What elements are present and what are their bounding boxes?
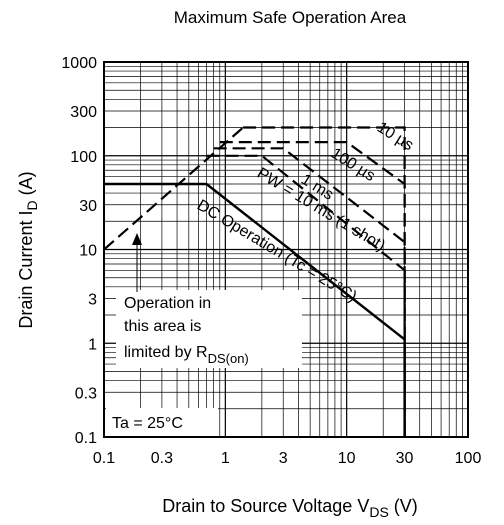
series-line-5: [103, 126, 244, 251]
rds-arrow-head: [132, 233, 142, 245]
y-tick-labels: 0.1 0.3 1 3 10 30 100 300 1000: [61, 55, 97, 447]
ta-label-bg: [106, 408, 218, 436]
chart-title: Maximum Safe Operation Area: [174, 8, 407, 27]
ta-label: Ta = 25°C: [112, 415, 183, 432]
x-axis-label-unit: (V): [389, 496, 418, 516]
series-line-4: [104, 182, 406, 437]
y-tick-label: 100: [70, 149, 97, 166]
x-tick-label: 10: [338, 450, 356, 467]
rds-note-line2: this area is: [124, 318, 201, 335]
y-axis-label: Drain Current ID (A): [16, 171, 40, 328]
x-axis-label: Drain to Source Voltage VDS (V): [162, 496, 418, 520]
x-tick-label: 100: [455, 450, 482, 467]
label-10us: 10 µs: [374, 119, 416, 154]
x-tick-label: 0.3: [151, 450, 173, 467]
y-tick-label: 3: [88, 292, 97, 309]
y-tick-label: 0.3: [75, 385, 97, 402]
x-tick-label: 0.1: [93, 450, 115, 467]
y-tick-label: 300: [70, 104, 97, 121]
y-tick-label: 1: [88, 336, 97, 353]
x-axis-label-sub: DS: [369, 504, 388, 520]
series-lines: [103, 126, 406, 437]
rds-note-line3: limited by RDS(on): [124, 344, 249, 366]
series-line-3: [206, 154, 406, 437]
x-tick-labels: 0.1 0.3 1 3 10 30 100: [93, 450, 482, 467]
x-axis-label-main: Drain to Source Voltage V: [162, 496, 369, 516]
grid: [103, 61, 469, 438]
y-axis-label-main: Drain Current I: [16, 211, 36, 329]
y-tick-label: 0.1: [75, 430, 97, 447]
rds-note-sub: DS(on): [208, 351, 249, 366]
y-tick-label: 1000: [61, 55, 97, 72]
y-tick-label: 10: [79, 243, 97, 260]
y-axis-label-unit: (A): [16, 171, 36, 200]
rds-note-bg: [116, 290, 302, 368]
x-tick-label: 3: [279, 450, 288, 467]
x-tick-label: 30: [396, 450, 414, 467]
rds-note-line3-main: limited by R: [124, 344, 208, 361]
y-axis-label-sub: D: [24, 200, 40, 210]
x-tick-label: 1: [221, 450, 230, 467]
y-tick-label: 30: [79, 198, 97, 215]
rds-note-line1: Operation in: [124, 295, 211, 312]
